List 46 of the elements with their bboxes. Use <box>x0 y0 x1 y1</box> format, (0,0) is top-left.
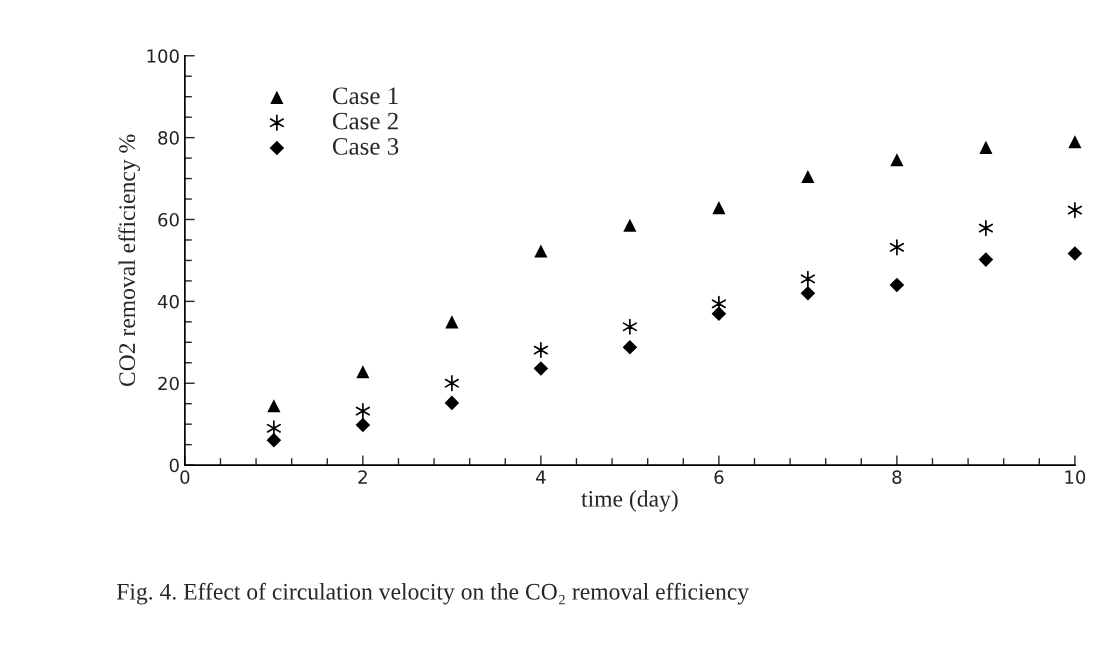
point <box>622 318 638 335</box>
point <box>978 219 994 237</box>
x-tick-label: 2 <box>358 470 367 484</box>
point <box>1067 201 1083 219</box>
y-axis-title: CO2 removal efficiency % <box>118 134 140 387</box>
legend-label: Case 1 <box>332 87 398 105</box>
y-tick-label: 40 <box>157 294 179 309</box>
point <box>623 218 637 232</box>
legend-label: Case 2 <box>332 112 398 130</box>
point <box>800 285 816 301</box>
x-tick-label: 0 <box>180 470 190 484</box>
x-tick-label: 10 <box>1065 470 1086 484</box>
point <box>1068 135 1082 149</box>
point <box>356 365 370 379</box>
x-axis-title: time (day) <box>581 490 678 512</box>
point <box>978 252 994 267</box>
point <box>889 239 905 256</box>
point <box>1067 246 1083 261</box>
point <box>712 201 726 215</box>
point <box>444 375 460 392</box>
caption: Fig. 4. Effect of circulation velocity on the CO₂ removal efficiency <box>116 582 750 605</box>
point <box>622 339 638 355</box>
point <box>979 140 993 155</box>
point <box>355 417 371 433</box>
point <box>445 315 459 329</box>
point <box>533 361 549 376</box>
point <box>890 153 904 167</box>
point <box>355 402 371 420</box>
point <box>267 399 281 413</box>
point <box>266 432 282 448</box>
y-tick-label: 80 <box>158 131 179 145</box>
legend-label: Case 3 <box>332 138 399 155</box>
point <box>889 277 905 293</box>
y-tick-label: 100 <box>147 49 179 63</box>
point <box>801 169 815 184</box>
point <box>533 341 549 359</box>
x-tick-label: 6 <box>714 470 724 484</box>
point <box>534 244 548 258</box>
y-tick-label: 0 <box>169 458 179 473</box>
y-tick-label: 60 <box>158 212 179 227</box>
x-tick-label: 8 <box>892 470 902 484</box>
x-tick-label: 4 <box>536 470 546 484</box>
y-tick-label: 20 <box>158 376 179 391</box>
point <box>444 395 460 411</box>
point <box>800 270 816 287</box>
point <box>711 306 727 321</box>
